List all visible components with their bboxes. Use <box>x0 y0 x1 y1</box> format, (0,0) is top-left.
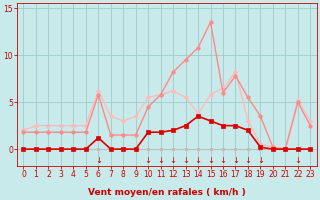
X-axis label: Vent moyen/en rafales ( km/h ): Vent moyen/en rafales ( km/h ) <box>88 188 246 197</box>
Text: ↓: ↓ <box>244 156 252 165</box>
Text: ↓: ↓ <box>257 156 264 165</box>
Text: ↓: ↓ <box>170 156 177 165</box>
Text: ↓: ↓ <box>220 156 227 165</box>
Text: ↓: ↓ <box>182 156 189 165</box>
Text: ↓: ↓ <box>195 156 202 165</box>
Text: ↓: ↓ <box>157 156 164 165</box>
Text: ↓: ↓ <box>145 156 152 165</box>
Text: ↓: ↓ <box>232 156 239 165</box>
Text: ↓: ↓ <box>207 156 214 165</box>
Text: ↓: ↓ <box>294 156 301 165</box>
Text: ↓: ↓ <box>95 156 102 165</box>
